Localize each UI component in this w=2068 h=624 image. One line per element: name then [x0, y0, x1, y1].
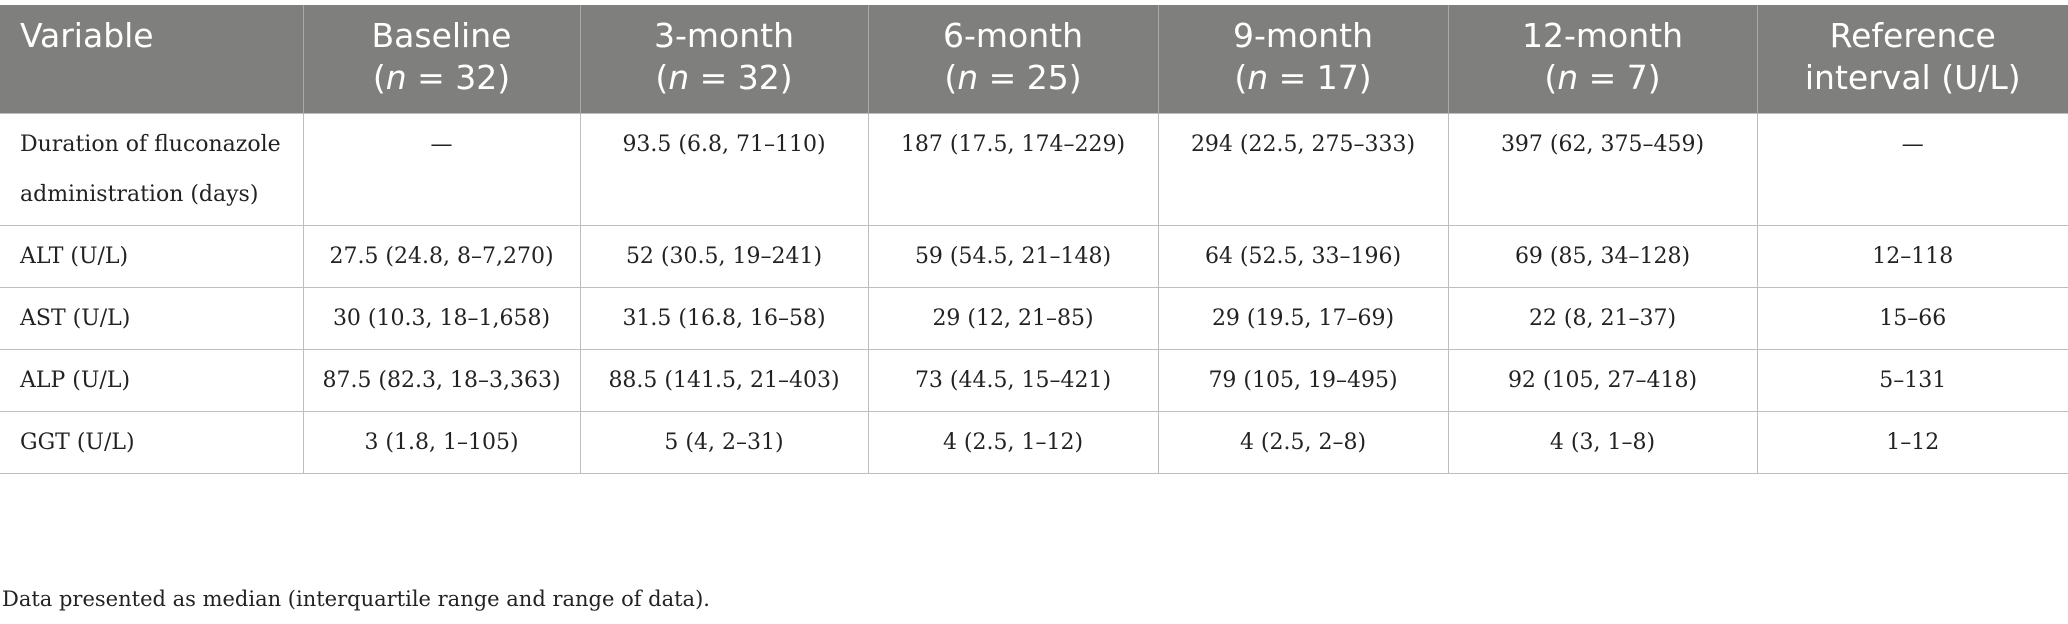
value-cell: 73 (44.5, 15–421)	[867, 348, 1159, 412]
value-cell: 30 (10.3, 18–1,658)	[302, 286, 581, 350]
value-cell: 22 (8, 21–37)	[1447, 286, 1758, 350]
header-line: 6-month	[942, 16, 1083, 55]
value-cell: 92 (105, 27–418)	[1447, 348, 1758, 412]
header-line: (n = 25)	[885, 57, 1142, 99]
value-cell: 88.5 (141.5, 21–403)	[579, 348, 869, 412]
value-cell: 4 (3, 1–8)	[1447, 410, 1758, 474]
header-line: (n = 7)	[1465, 57, 1741, 99]
value-cell: 29 (12, 21–85)	[867, 286, 1159, 350]
value-cell: 52 (30.5, 19–241)	[579, 224, 869, 288]
table-body: Duration of fluconazole administration (…	[0, 112, 2068, 474]
value-cell: 87.5 (82.3, 18–3,363)	[302, 348, 581, 412]
variable-cell: AST (U/L)	[0, 286, 304, 350]
value-cell: 93.5 (6.8, 71–110)	[579, 112, 869, 226]
variable-cell: Duration of fluconazole administration (…	[0, 112, 304, 226]
variable-cell: GGT (U/L)	[0, 410, 304, 474]
header-cell: Reference interval (U/L)	[1756, 5, 2068, 113]
footnote: Data presented as median (interquartile …	[2, 587, 710, 611]
header-text: (	[944, 58, 958, 97]
header-line: (n = 17)	[1175, 57, 1432, 99]
header-n: n	[1557, 58, 1579, 97]
value-cell: 59 (54.5, 21–148)	[867, 224, 1159, 288]
header-text: (	[1544, 58, 1558, 97]
header-line: (n = 32)	[320, 57, 564, 99]
header-text: (	[655, 58, 669, 97]
header-line: 9-month	[1232, 16, 1373, 55]
value-cell: 31.5 (16.8, 16–58)	[579, 286, 869, 350]
header-cell: 6-month (n = 25)	[867, 5, 1158, 113]
header-cell: Baseline (n = 32)	[302, 5, 580, 113]
value-cell: 397 (62, 375–459)	[1447, 112, 1758, 226]
value-cell: 12–118	[1756, 224, 2068, 288]
table-row: GGT (U/L) 3 (1.8, 1–105) 5 (4, 2–31) 4 (2.5…	[0, 410, 2068, 474]
header-text: (	[372, 58, 386, 97]
value-cell: 187 (17.5, 174–229)	[867, 112, 1159, 226]
value-cell: —	[1756, 112, 2068, 226]
data-table: Variable Baseline (n = 32) 3-month (n = 32) 6…	[0, 5, 2068, 474]
header-line: Baseline	[371, 16, 512, 55]
value-cell: 64 (52.5, 33–196)	[1157, 224, 1449, 288]
table-row: ALP (U/L) 87.5 (82.3, 18–3,363) 88.5 (141.…	[0, 348, 2068, 412]
header-cell: 3-month (n = 32)	[579, 5, 868, 113]
header-text: (	[1234, 58, 1248, 97]
value-cell: 5–131	[1756, 348, 2068, 412]
value-cell: 294 (22.5, 275–333)	[1157, 112, 1449, 226]
header-line: interval (U/L)	[1804, 58, 2021, 97]
value-cell: 1–12	[1756, 410, 2068, 474]
table-row: ALT (U/L) 27.5 (24.8, 8–7,270) 52 (30.5, 1…	[0, 224, 2068, 288]
value-cell: 15–66	[1756, 286, 2068, 350]
value-cell: 4 (2.5, 1–12)	[867, 410, 1159, 474]
header-text: = 17)	[1268, 58, 1372, 97]
header-line: (n = 32)	[597, 57, 852, 99]
variable-cell: ALT (U/L)	[0, 224, 304, 288]
header-row: Variable Baseline (n = 32) 3-month (n = 32) 6…	[0, 5, 2068, 113]
header-text: = 32)	[406, 58, 511, 97]
header-cell: 12-month (n = 7)	[1447, 5, 1757, 113]
table-row: AST (U/L) 30 (10.3, 18–1,658) 31.5 (16.8, …	[0, 286, 2068, 350]
header-n: n	[1247, 58, 1269, 97]
header-text: = 7)	[1578, 58, 1661, 97]
header-line: Variable	[20, 16, 154, 55]
header-n: n	[385, 58, 407, 97]
header-text: = 32)	[689, 58, 793, 97]
variable-cell: ALP (U/L)	[0, 348, 304, 412]
header-line: 3-month	[653, 16, 794, 55]
value-cell: —	[302, 112, 581, 226]
header-cell: Variable	[0, 5, 303, 113]
value-cell: 4 (2.5, 2–8)	[1157, 410, 1449, 474]
value-cell: 3 (1.8, 1–105)	[302, 410, 581, 474]
header-cell: 9-month (n = 17)	[1157, 5, 1448, 113]
header-line: Reference	[1829, 16, 1996, 55]
header-text: = 25)	[978, 58, 1082, 97]
header-line: 12-month	[1521, 16, 1683, 55]
header-n: n	[668, 58, 690, 97]
value-cell: 27.5 (24.8, 8–7,270)	[302, 224, 581, 288]
value-cell: 69 (85, 34–128)	[1447, 224, 1758, 288]
value-cell: 5 (4, 2–31)	[579, 410, 869, 474]
value-cell: 79 (105, 19–495)	[1157, 348, 1449, 412]
value-cell: 29 (19.5, 17–69)	[1157, 286, 1449, 350]
table-row: Duration of fluconazole administration (…	[0, 112, 2068, 226]
header-n: n	[957, 58, 979, 97]
